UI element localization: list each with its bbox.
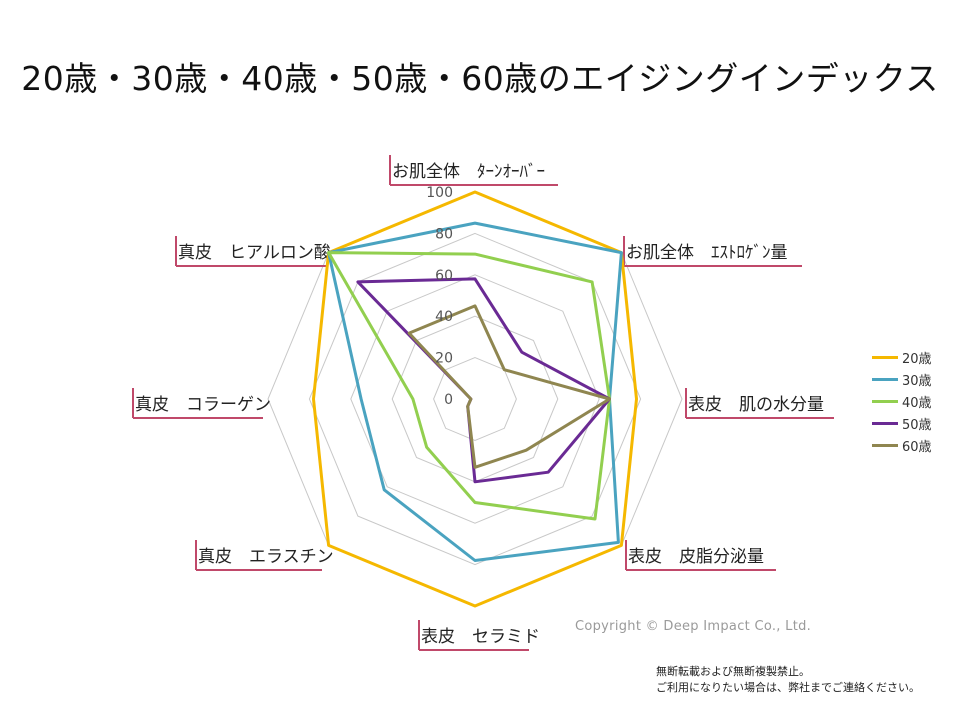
axis-label-box: 表皮 肌の水分量 (685, 388, 834, 419)
series-line (356, 277, 611, 484)
grid-ring (308, 232, 642, 566)
tick-label: 60 (435, 268, 453, 284)
axis-label: 真皮 エラスチン (198, 547, 334, 567)
axis-label-box: 真皮 エラスチン (195, 540, 334, 571)
series-line (327, 251, 611, 521)
legend-swatch (872, 399, 898, 403)
legend-label: 50歳 (902, 417, 932, 433)
tick-label: 40 (435, 309, 453, 325)
legend-item: 20歳 (872, 346, 932, 368)
legend-label: 30歳 (902, 373, 932, 389)
axis-label-box: 表皮 セラミド (418, 620, 540, 651)
axis-label-box: 真皮 ヒアルロン酸 (175, 236, 331, 267)
legend-swatch (872, 377, 898, 381)
tick-labels: 0 20 40 60 80 100 (426, 185, 453, 408)
usage-notice: 無断転載および無断複製禁止。 ご利用になりたい場合は、弊社までご連絡ください。 (656, 664, 920, 696)
axis-label: 表皮 肌の水分量 (688, 395, 824, 415)
legend-swatch (872, 421, 898, 425)
legend-item: 30歳 (872, 368, 932, 390)
axis-label: 真皮 ヒアルロン酸 (178, 243, 331, 263)
notice-line: ご利用になりたい場合は、弊社までご連絡ください。 (656, 681, 920, 694)
axis-label-box: お肌全体 ﾀｰﾝｵｰﾊﾞｰ (389, 155, 558, 186)
series-line (327, 221, 623, 562)
radar-series (312, 190, 638, 608)
legend-swatch (872, 355, 898, 359)
axis-label-box: お肌全体 ｴｽﾄﾛｹﾞﾝ量 (623, 236, 802, 267)
series-line (407, 304, 611, 469)
axis-label: 表皮 皮脂分泌量 (628, 547, 764, 567)
axis-label: 真皮 コラーゲン (135, 395, 271, 415)
legend-item: 50歳 (872, 412, 932, 434)
tick-label: 0 (444, 392, 453, 408)
legend-label: 40歳 (902, 395, 932, 411)
legend-label: 60歳 (902, 439, 932, 455)
axis-label: お肌全体 ﾀｰﾝｵｰﾊﾞｰ (392, 162, 545, 182)
legend: 20歳 30歳 40歳 50歳 60歳 (872, 346, 932, 456)
legend-swatch (872, 443, 898, 447)
legend-item: 60歳 (872, 434, 932, 456)
axis-label: お肌全体 ｴｽﾄﾛｹﾞﾝ量 (626, 243, 788, 263)
legend-item: 40歳 (872, 390, 932, 412)
series-line (312, 190, 638, 608)
axis-label-box: 真皮 コラーゲン (132, 388, 271, 419)
axis-label-box: 表皮 皮脂分泌量 (625, 540, 776, 571)
page-title: 20歳・30歳・40歳・50歳・60歳のエイジングインデックス (21, 59, 939, 98)
axis-label: 表皮 セラミド (421, 627, 540, 647)
notice-line: 無断転載および無断複製禁止。 (656, 665, 810, 678)
tick-label: 80 (435, 226, 453, 242)
tick-label: 20 (435, 351, 453, 367)
tick-label: 100 (426, 185, 453, 201)
grid-ring (350, 274, 600, 524)
grid-ring (433, 357, 517, 441)
copyright-text: Copyright © Deep Impact Co., Ltd. (575, 619, 812, 634)
legend-label: 20歳 (902, 351, 932, 367)
